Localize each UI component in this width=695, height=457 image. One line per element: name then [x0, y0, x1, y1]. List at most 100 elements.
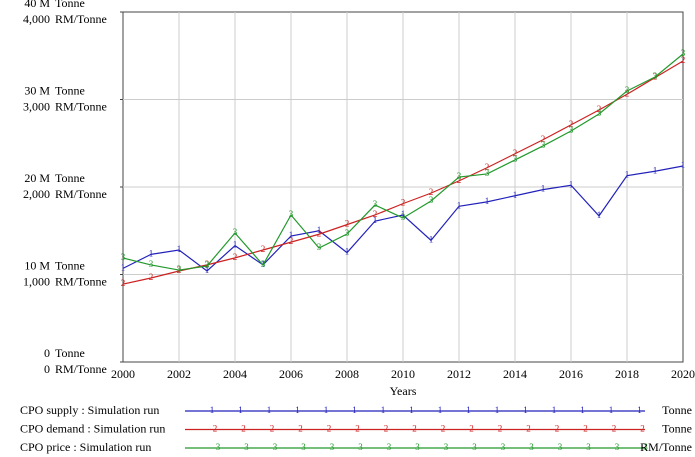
point-marker: 1: [653, 165, 658, 175]
legend-marker: 3: [301, 442, 306, 452]
point-marker: 3: [233, 227, 238, 237]
legend-marker: 2: [270, 424, 275, 434]
point-marker: 1: [457, 200, 462, 210]
x-tick-label: 2014: [503, 367, 527, 381]
legend-label: CPO price : Simulation run: [20, 440, 151, 454]
point-marker: 2: [457, 175, 462, 185]
legend-marker: 2: [355, 424, 360, 434]
legend-unit: Tonne: [662, 403, 692, 417]
point-marker: 3: [513, 154, 518, 164]
y-tick-label: 10 M: [24, 258, 50, 272]
legend-marker: 3: [216, 442, 221, 452]
point-marker: 3: [121, 252, 126, 262]
legend-marker: 1: [580, 405, 585, 415]
legend-marker: 1: [466, 405, 471, 415]
point-marker: 1: [541, 184, 546, 194]
point-marker: 3: [597, 108, 602, 118]
legend-marker: 1: [495, 405, 500, 415]
point-marker: 1: [177, 244, 182, 254]
point-marker: 3: [177, 264, 182, 274]
legend-marker: 3: [643, 442, 648, 452]
legend-unit: Tonne: [662, 421, 692, 435]
point-marker: 1: [597, 210, 602, 220]
x-tick-label: 2002: [167, 367, 191, 381]
point-marker: 3: [317, 242, 322, 252]
legend-marker: 1: [267, 405, 272, 415]
legend-marker: 3: [472, 442, 477, 452]
legend-marker: 1: [324, 405, 329, 415]
point-marker: 3: [485, 168, 490, 178]
x-tick-label: 2010: [391, 367, 415, 381]
y-tick-label: 40 M: [24, 0, 50, 10]
point-marker: 1: [485, 196, 490, 206]
y-tick-label: 20 M: [24, 171, 50, 185]
legend-marker: 3: [358, 442, 363, 452]
legend-marker: 1: [210, 405, 215, 415]
point-marker: 2: [597, 104, 602, 114]
legend-unit: RM/Tonne: [640, 440, 692, 454]
point-marker: 2: [373, 209, 378, 219]
legend-marker: 1: [523, 405, 528, 415]
point-marker: 2: [569, 119, 574, 129]
point-marker: 1: [233, 240, 238, 250]
point-marker: 2: [429, 187, 434, 197]
point-marker: 1: [569, 179, 574, 189]
legend-marker: 2: [555, 424, 560, 434]
point-marker: 3: [261, 259, 266, 269]
legend-marker: 3: [387, 442, 392, 452]
legend-marker: 2: [469, 424, 474, 434]
legend-marker: 2: [612, 424, 617, 434]
legend-marker: 3: [615, 442, 620, 452]
point-marker: 3: [149, 259, 154, 269]
legend-marker: 2: [298, 424, 303, 434]
point-marker: 2: [541, 134, 546, 144]
legend-marker: 1: [381, 405, 386, 415]
y-unit-label: Tonne: [55, 346, 85, 360]
point-marker: 2: [317, 228, 322, 238]
legend-marker: 1: [409, 405, 414, 415]
legend-marker: 3: [330, 442, 335, 452]
y-unit-label: Tonne: [55, 258, 85, 272]
legend-marker: 3: [273, 442, 278, 452]
y2-unit-label: RM/Tonne: [55, 274, 107, 288]
point-marker: 3: [541, 140, 546, 150]
x-tick-label: 2012: [447, 367, 471, 381]
point-marker: 2: [289, 236, 294, 246]
legend-label: CPO supply : Simulation run: [20, 403, 159, 417]
point-marker: 3: [401, 212, 406, 222]
point-marker: 3: [345, 228, 350, 238]
x-tick-label: 2018: [615, 367, 639, 381]
point-marker: 2: [485, 162, 490, 172]
point-marker: 3: [205, 260, 210, 270]
y2-unit-label: RM/Tonne: [55, 187, 107, 201]
point-marker: 3: [289, 209, 294, 219]
point-marker: 1: [149, 248, 154, 258]
x-tick-label: 2004: [223, 367, 247, 381]
y2-tick-label: 0: [44, 362, 50, 376]
x-tick-label: 2006: [279, 367, 303, 381]
point-marker: 1: [121, 262, 126, 272]
series-line: [122, 53, 684, 271]
legend-marker: 3: [529, 442, 534, 452]
y2-unit-label: RM/Tonne: [55, 99, 107, 113]
legend-marker: 3: [444, 442, 449, 452]
y-unit-label: Tonne: [55, 83, 85, 97]
y2-unit-label: RM/Tonne: [55, 12, 107, 26]
point-marker: 1: [345, 247, 350, 257]
point-marker: 2: [513, 148, 518, 158]
point-marker: 1: [317, 225, 322, 235]
point-marker: 1: [373, 215, 378, 225]
legend-marker: 3: [501, 442, 506, 452]
point-marker: 3: [373, 199, 378, 209]
legend-marker: 3: [586, 442, 591, 452]
legend-marker: 3: [415, 442, 420, 452]
legend-marker: 1: [238, 405, 243, 415]
y2-tick-label: 2,000: [23, 187, 50, 201]
legend-marker: 2: [327, 424, 332, 434]
point-marker: 2: [233, 252, 238, 262]
point-marker: 1: [625, 170, 630, 180]
point-marker: 1: [289, 230, 294, 240]
legend-marker: 3: [558, 442, 563, 452]
x-tick-label: 2008: [335, 367, 359, 381]
